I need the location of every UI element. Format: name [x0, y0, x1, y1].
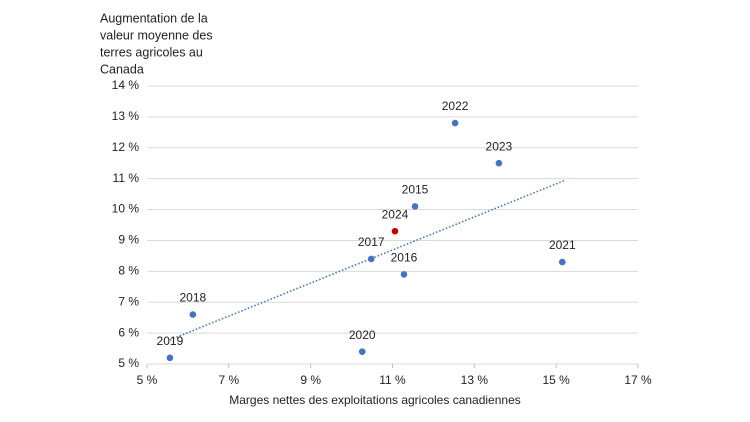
- y-axis-label: Canada: [100, 62, 144, 76]
- point-label: 2016: [391, 251, 418, 265]
- point: [358, 348, 366, 355]
- y-axis-label: valeur moyenne des: [100, 28, 213, 42]
- point-label: 2019: [157, 334, 184, 348]
- point: [166, 354, 174, 362]
- y-axis-label: Augmentation de la: [100, 11, 208, 25]
- x-tick-label: 7 %: [218, 373, 239, 387]
- point: [189, 311, 197, 318]
- point: [451, 119, 459, 127]
- point-label: 2021: [549, 238, 576, 252]
- point-label: 2017: [358, 235, 385, 249]
- point: [367, 255, 375, 263]
- y-tick-label: 9 %: [118, 233, 139, 247]
- x-tick-label: 11 %: [379, 373, 406, 387]
- x-tick-label: 13 %: [461, 373, 489, 387]
- point: [391, 227, 399, 235]
- y-tick-label: 14 %: [112, 78, 140, 92]
- point-label: 2015: [402, 183, 429, 197]
- y-axis-label: terres agricoles au: [100, 45, 203, 59]
- point: [400, 271, 408, 278]
- trendline: [169, 179, 566, 341]
- y-tick-label: 8 %: [118, 264, 139, 278]
- point-label: 2020: [349, 328, 376, 342]
- x-tick-label: 5 %: [137, 373, 158, 387]
- point: [411, 203, 419, 210]
- y-tick-label: 13 %: [112, 109, 140, 123]
- point: [559, 258, 566, 266]
- x-tick-label: 17 %: [624, 373, 652, 387]
- y-tick-label: 10 %: [112, 202, 140, 216]
- point-label: 2023: [486, 139, 513, 153]
- point: [495, 159, 503, 167]
- y-tick-label: 7 %: [118, 294, 139, 308]
- x-axis-label: Marges nettes des exploitations agricole…: [229, 393, 521, 407]
- y-tick-label: 6 %: [118, 325, 139, 339]
- point-label: 2018: [179, 291, 206, 305]
- x-tick-label: 15 %: [542, 373, 570, 387]
- y-tick-label: 5 %: [118, 356, 139, 370]
- point-label: 2024: [382, 207, 409, 221]
- point-label: 2022: [442, 99, 469, 113]
- x-tick-label: 9 %: [300, 373, 321, 387]
- y-tick-label: 12 %: [112, 140, 140, 154]
- y-tick-label: 11 %: [113, 171, 140, 185]
